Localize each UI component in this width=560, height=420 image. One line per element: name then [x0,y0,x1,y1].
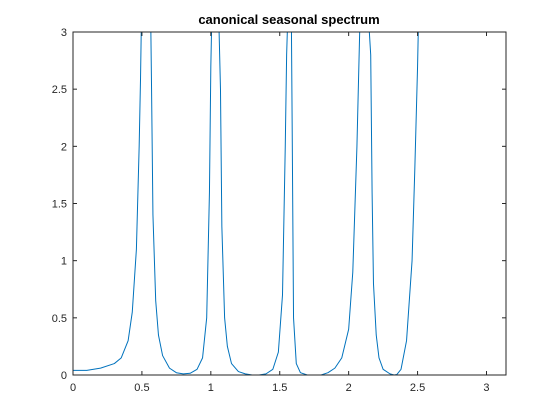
x-tick-label: 3 [483,382,489,394]
chart-title: canonical seasonal spectrum [198,12,379,27]
y-tick-label: 3 [61,27,67,39]
series-line-0 [73,32,419,375]
x-tick-label: 1.5 [272,382,287,394]
x-tick-label: 0 [70,382,76,394]
y-tick-label: 0.5 [52,313,67,325]
y-tick-label: 0 [61,370,67,382]
y-tick-label: 2 [61,141,67,153]
plot-area: 0 0.5 1 1.5 2 2.5 3 0 0.5 1 1.5 2 2.5 3 [52,27,507,394]
x-tick-label: 2.5 [410,382,425,394]
y-tick-label: 1 [61,256,67,268]
x-tick-label: 0.5 [134,382,149,394]
x-tick-label: 2 [346,382,352,394]
y-tick-label: 2.5 [52,84,67,96]
y-tick-label: 1.5 [52,199,67,211]
plot-background [73,32,506,375]
x-tick-label: 1 [208,382,214,394]
